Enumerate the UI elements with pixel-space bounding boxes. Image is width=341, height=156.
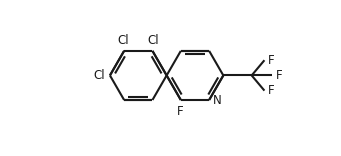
Text: Cl: Cl: [148, 34, 159, 47]
Text: F: F: [268, 54, 275, 67]
Text: Cl: Cl: [117, 34, 129, 47]
Text: N: N: [212, 94, 221, 107]
Text: Cl: Cl: [93, 69, 105, 82]
Text: F: F: [276, 69, 282, 82]
Text: F: F: [177, 105, 183, 118]
Text: F: F: [268, 84, 275, 97]
